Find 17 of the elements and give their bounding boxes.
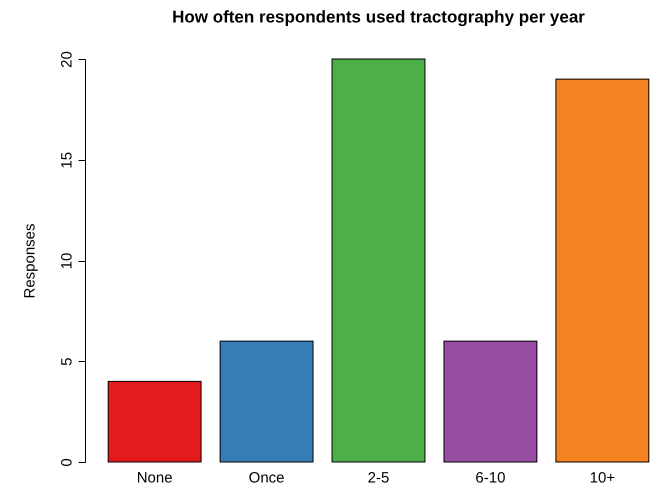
x-tick-label: 6-10 — [475, 470, 506, 486]
x-tick-label: None — [136, 470, 173, 486]
bar — [332, 58, 426, 462]
bar — [108, 380, 202, 462]
y-tick-label: 15 — [58, 152, 76, 169]
y-tick-label: 5 — [58, 358, 76, 366]
bar — [443, 340, 538, 462]
x-tick-label: Once — [248, 470, 284, 486]
bar — [220, 340, 314, 462]
y-axis-title: Responses — [22, 223, 38, 299]
x-tick-label: 10+ — [590, 470, 616, 486]
chart-title: How often respondents used tractography per year — [172, 8, 586, 27]
y-tick-label: 10 — [58, 252, 76, 270]
bar — [555, 78, 650, 462]
x-tick-label: 2-5 — [368, 470, 390, 486]
y-tick-label: 0 — [58, 458, 76, 467]
y-tick-label: 20 — [58, 51, 76, 68]
